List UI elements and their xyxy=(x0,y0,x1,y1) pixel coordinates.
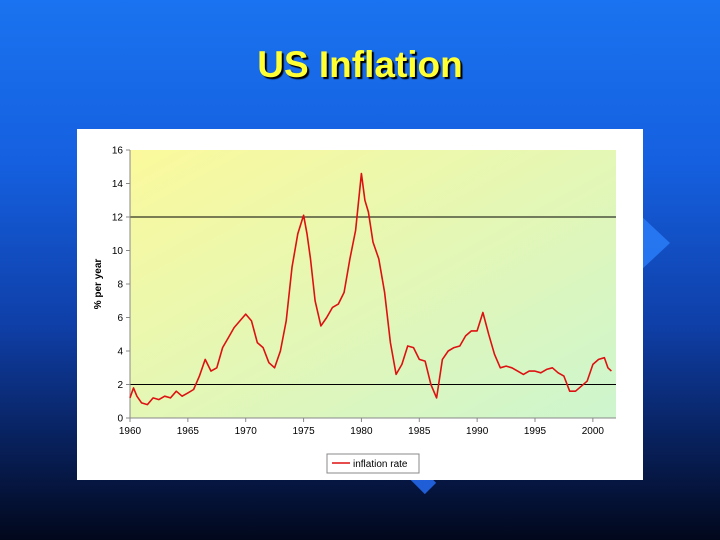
plot-area xyxy=(130,150,616,418)
x-tick-label-1970: 1970 xyxy=(235,426,258,437)
legend-box xyxy=(326,453,420,474)
y-tick-label-2: 2 xyxy=(117,380,123,391)
y-tick-label-12: 12 xyxy=(112,213,124,224)
series-line-inflation-rate xyxy=(129,172,612,406)
x-tick-label-1960: 1960 xyxy=(119,426,142,437)
x-tick-label-1985: 1985 xyxy=(408,426,431,437)
y-axis-label: % per year xyxy=(93,259,104,310)
y-tick-label-0: 0 xyxy=(117,414,123,425)
y-tick-label-16: 16 xyxy=(112,146,124,157)
x-tick-label-2000: 2000 xyxy=(582,426,605,437)
x-tick-label-1995: 1995 xyxy=(524,426,547,437)
slide-title: US Inflation xyxy=(257,44,463,85)
x-tick-label-1990: 1990 xyxy=(466,426,489,437)
legend-entry-inflation-rate: inflation rate xyxy=(353,459,408,470)
y-tick-label-10: 10 xyxy=(112,246,124,257)
x-tick-label-1975: 1975 xyxy=(292,426,315,437)
series-lines xyxy=(129,172,612,406)
y-tick-label-6: 6 xyxy=(117,313,123,324)
decorative-arrow-shape xyxy=(640,215,670,271)
x-tick-label-1980: 1980 xyxy=(350,426,373,437)
chart-panel: 0 2 4 6 8 10 12 14 16 1960 1965 1970 1975 1980 1985 19… xyxy=(77,129,643,480)
gridlines xyxy=(130,216,616,385)
y-tick-label-4: 4 xyxy=(117,347,123,358)
y-tick-label-8: 8 xyxy=(117,280,123,291)
x-tick-label-1965: 1965 xyxy=(177,426,200,437)
y-tick-labels: 0 2 4 6 8 10 12 14 16 xyxy=(112,146,130,425)
legend: inflation rate xyxy=(326,453,420,474)
y-tick-label-14: 14 xyxy=(112,179,124,190)
x-tick-labels: 1960 1965 1970 1975 1980 1985 1990 1995 2000 xyxy=(119,418,605,437)
